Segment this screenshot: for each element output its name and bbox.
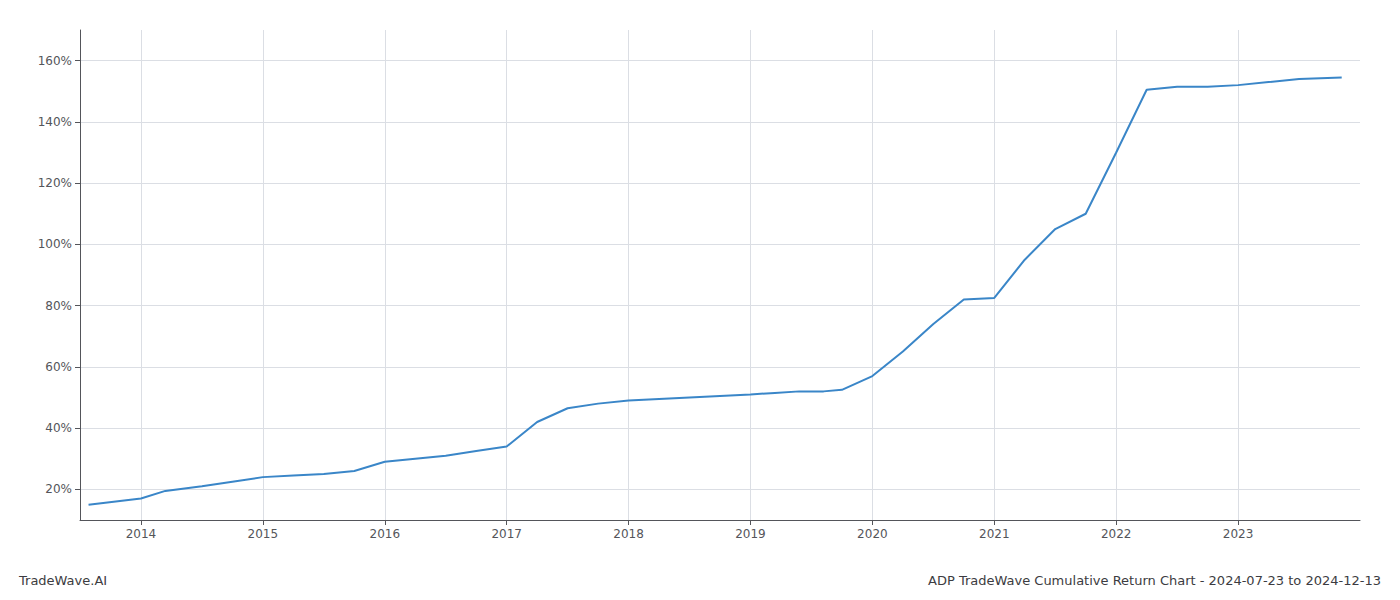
svg-text:80%: 80% — [45, 299, 72, 313]
svg-text:ADP TradeWave Cumulative Retur: ADP TradeWave Cumulative Return Chart - … — [928, 573, 1381, 588]
svg-text:2021: 2021 — [979, 527, 1010, 541]
svg-text:100%: 100% — [38, 237, 72, 251]
svg-text:40%: 40% — [45, 421, 72, 435]
svg-text:2016: 2016 — [369, 527, 400, 541]
svg-text:2022: 2022 — [1101, 527, 1132, 541]
svg-text:2014: 2014 — [126, 527, 157, 541]
svg-text:2018: 2018 — [613, 527, 644, 541]
svg-text:60%: 60% — [45, 360, 72, 374]
svg-text:20%: 20% — [45, 482, 72, 496]
svg-text:120%: 120% — [38, 176, 72, 190]
svg-text:2019: 2019 — [735, 527, 766, 541]
svg-text:2015: 2015 — [248, 527, 279, 541]
svg-text:2023: 2023 — [1223, 527, 1254, 541]
svg-text:140%: 140% — [38, 115, 72, 129]
svg-text:2017: 2017 — [491, 527, 522, 541]
svg-text:2020: 2020 — [857, 527, 888, 541]
svg-text:TradeWave.AI: TradeWave.AI — [18, 573, 107, 588]
svg-text:160%: 160% — [38, 54, 72, 68]
